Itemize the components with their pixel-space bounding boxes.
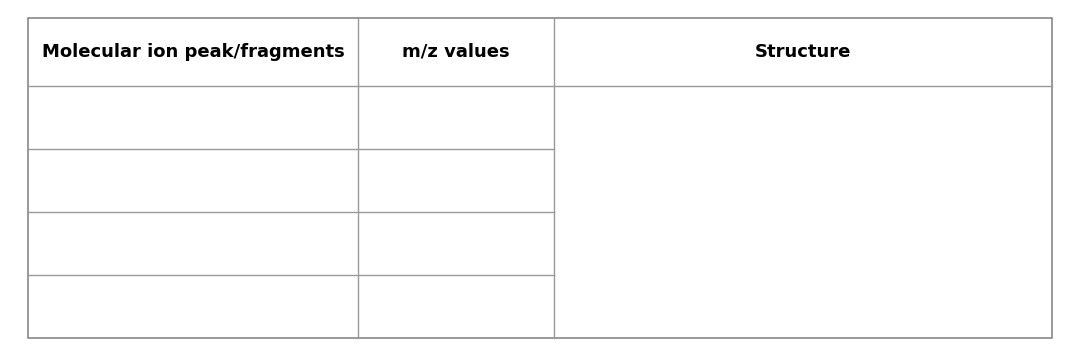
Text: Structure: Structure (755, 43, 851, 61)
Text: m/z values: m/z values (402, 43, 510, 61)
Bar (28, 18, 1052, 338)
Text: Molecular ion peak/fragments: Molecular ion peak/fragments (42, 43, 345, 61)
